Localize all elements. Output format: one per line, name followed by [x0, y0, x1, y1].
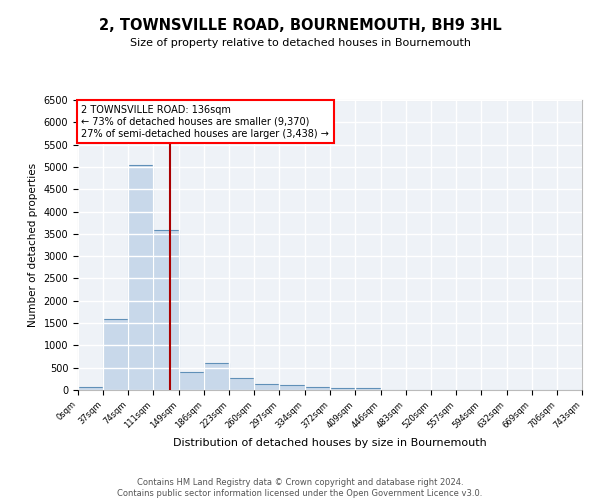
Bar [179, 372, 204, 390]
Text: 2, TOWNSVILLE ROAD, BOURNEMOUTH, BH9 3HL: 2, TOWNSVILLE ROAD, BOURNEMOUTH, BH9 3HL [98, 18, 502, 32]
Y-axis label: Number of detached properties: Number of detached properties [28, 163, 38, 327]
Bar [103, 318, 128, 390]
Bar [305, 387, 331, 390]
Text: Contains HM Land Registry data © Crown copyright and database right 2024.
Contai: Contains HM Land Registry data © Crown c… [118, 478, 482, 498]
Bar [153, 230, 179, 390]
Bar [331, 388, 355, 390]
Text: 2 TOWNSVILLE ROAD: 136sqm
← 73% of detached houses are smaller (9,370)
27% of se: 2 TOWNSVILLE ROAD: 136sqm ← 73% of detac… [82, 106, 329, 138]
Bar [355, 388, 380, 390]
Bar [204, 363, 229, 390]
Bar [280, 385, 305, 390]
Bar [128, 164, 153, 390]
Bar [229, 378, 254, 390]
Text: Size of property relative to detached houses in Bournemouth: Size of property relative to detached ho… [130, 38, 470, 48]
Bar [254, 384, 280, 390]
X-axis label: Distribution of detached houses by size in Bournemouth: Distribution of detached houses by size … [173, 438, 487, 448]
Bar [78, 387, 103, 390]
